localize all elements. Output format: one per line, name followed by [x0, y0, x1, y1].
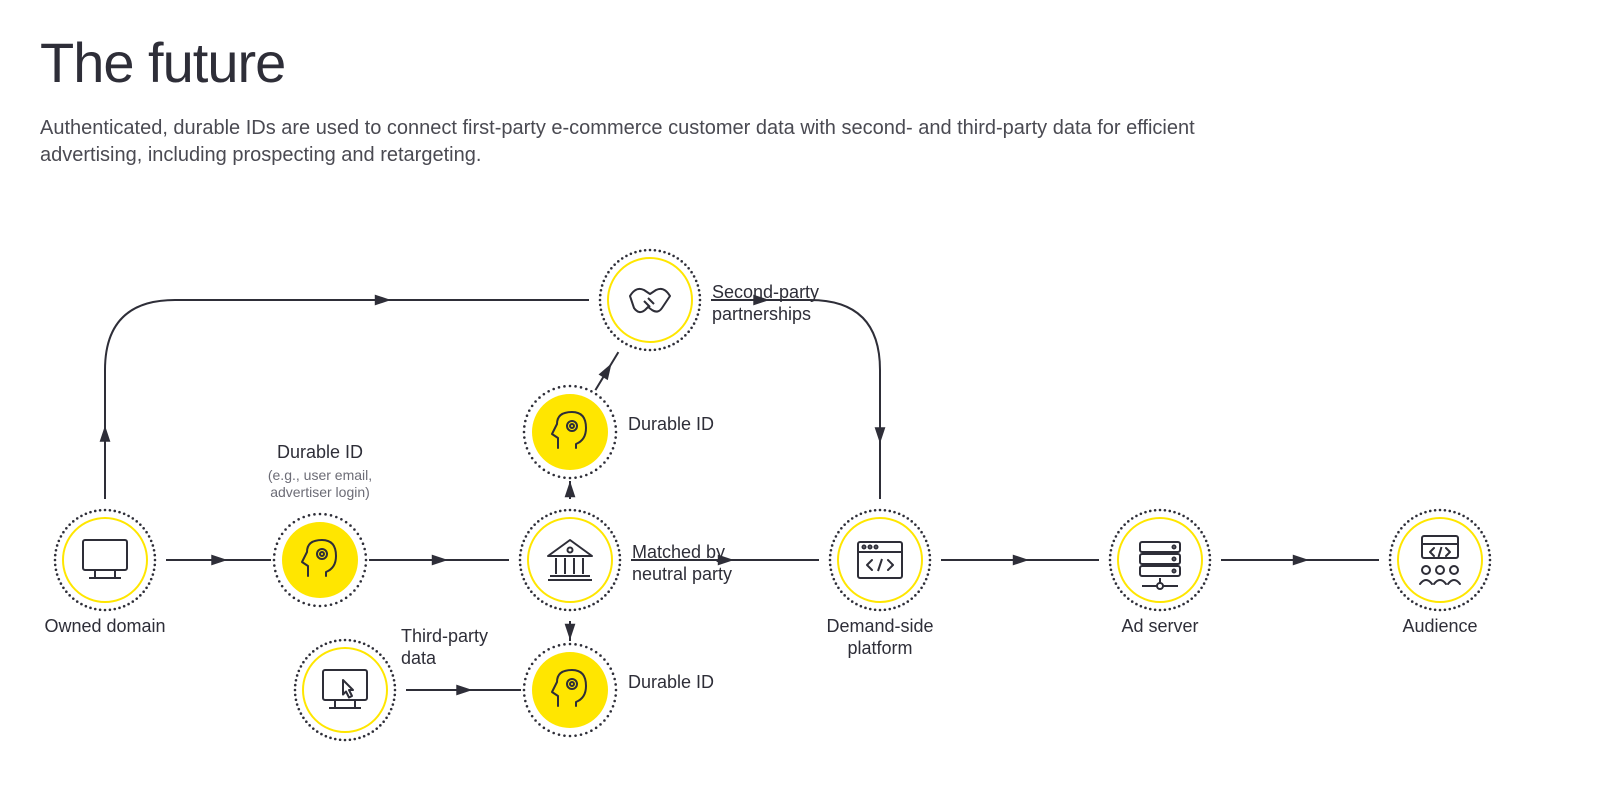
edge-adserver-audience — [1221, 555, 1379, 566]
node-label: Durable ID — [277, 442, 363, 462]
node-label: partnerships — [712, 304, 811, 324]
node-owned — [54, 509, 157, 612]
node-label: Durable ID — [628, 672, 714, 692]
node-label: Ad server — [1121, 616, 1198, 636]
node-adserver — [1109, 509, 1212, 612]
node-label: Owned domain — [44, 616, 165, 636]
node-label: data — [401, 648, 437, 668]
edge-neutral-durable3 — [565, 621, 576, 641]
edge-durable2-second — [595, 352, 618, 390]
node-dsp — [829, 509, 932, 612]
node-durable2 — [523, 385, 618, 480]
edge-durable1-neutral — [369, 555, 509, 566]
node-label: Matched by — [632, 542, 725, 562]
node-sublabel: (e.g., user email, — [268, 467, 372, 483]
node-third — [294, 639, 397, 742]
node-label: neutral party — [632, 564, 732, 584]
node-label: Third-party — [401, 626, 488, 646]
edge-second-dsp — [711, 295, 885, 499]
node-neutral — [519, 509, 622, 612]
node-label: Durable ID — [628, 414, 714, 434]
node-second — [599, 249, 702, 352]
node-label: Second-party — [712, 282, 819, 302]
edge-dsp-adserver — [941, 555, 1099, 566]
node-label: Audience — [1402, 616, 1477, 636]
node-label: Demand-side — [826, 616, 933, 636]
node-label: platform — [847, 638, 912, 658]
node-sublabel: advertiser login) — [270, 484, 370, 500]
edge-neutral-durable2 — [565, 481, 576, 499]
edge-third-durable3 — [406, 685, 521, 696]
node-durable3 — [523, 643, 618, 738]
node-durable1 — [273, 513, 368, 608]
edge-owned-durable1 — [166, 555, 271, 566]
flow-diagram: Owned domain Durable ID (e.g., user email,… — [0, 0, 1600, 812]
node-audience — [1389, 509, 1492, 612]
